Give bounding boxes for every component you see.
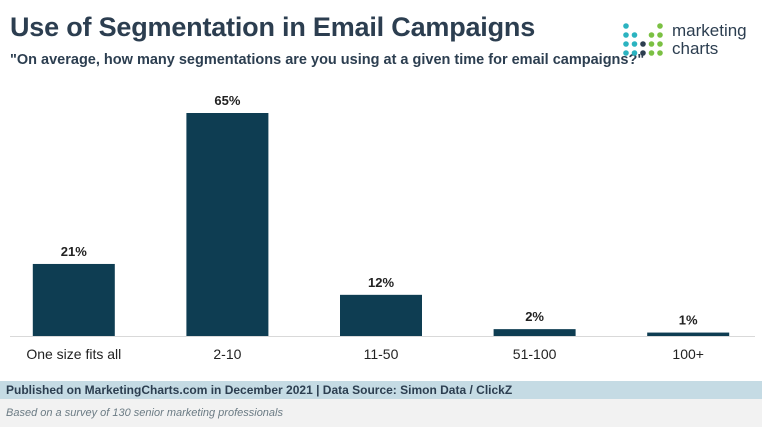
x-tick-label: One size fits all [26, 346, 121, 362]
chart-title: Use of Segmentation in Email Campaigns [10, 12, 536, 42]
chart-subtitle: "On average, how many segmentations are … [10, 52, 645, 68]
logo-dot [657, 41, 663, 47]
bar-chart: 21% One size fits all 65% 2-10 12% 11-50 2% 51-… [10, 93, 755, 362]
logo-dot [657, 32, 663, 38]
data-label: 1% [679, 313, 698, 328]
footer-note: Based on a survey of 130 senior marketin… [0, 399, 762, 427]
logo-dot [648, 50, 655, 56]
logo-dot [623, 32, 629, 38]
data-label: 65% [214, 93, 240, 108]
logo-dot [623, 23, 629, 29]
bar [493, 329, 576, 336]
logo-dots-icon [623, 23, 663, 56]
x-tick-label: 11-50 [364, 346, 399, 362]
marketing-charts-logo: marketing charts [622, 22, 762, 62]
data-label: 21% [61, 244, 87, 259]
data-label: 2% [525, 309, 544, 324]
bar [647, 332, 730, 336]
footer-source: Published on MarketingCharts.com in Dece… [0, 381, 762, 399]
x-tick-label: 2-10 [213, 346, 241, 362]
logo-dot [640, 41, 646, 47]
logo-dot [623, 41, 629, 47]
data-label: 12% [368, 275, 394, 290]
logo-dot [631, 41, 638, 47]
logo-dot [640, 50, 646, 56]
logo-dot [657, 50, 663, 56]
logo-dot [648, 41, 655, 47]
logo-text-line2: charts [672, 39, 719, 58]
logo-text-line1: marketing [672, 21, 747, 40]
bar [32, 263, 115, 336]
x-tick-label: 51-100 [513, 346, 557, 362]
logo-dot [648, 32, 655, 38]
bar [340, 294, 422, 336]
logo-text: marketing charts [672, 22, 747, 58]
logo-dot [631, 32, 638, 38]
x-tick-label: 100+ [672, 346, 704, 362]
logo-dot [623, 50, 629, 56]
bar [186, 113, 269, 336]
logo-dot [657, 23, 663, 29]
logo-dot [631, 50, 638, 56]
